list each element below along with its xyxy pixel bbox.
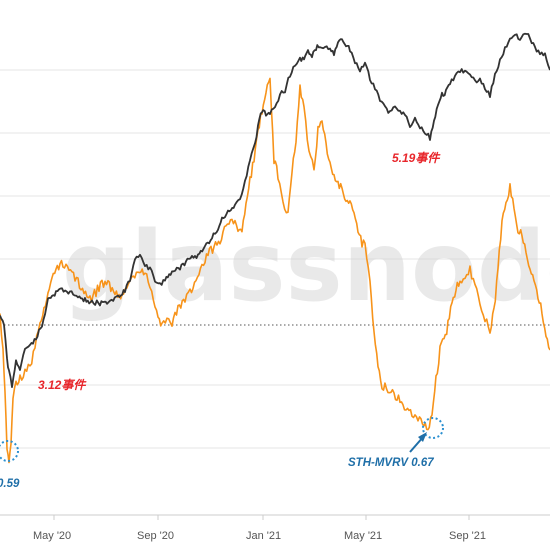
- x-tick-label: May '21: [344, 530, 382, 542]
- x-axis-ticks: [53, 515, 470, 520]
- watermark: glassnode: [62, 211, 550, 323]
- gridlines: [0, 69, 550, 449]
- x-tick-label: May '20: [33, 530, 71, 542]
- annotation-circle-0-59: [0, 440, 19, 462]
- x-tick-label: Sep '20: [137, 530, 174, 542]
- annotation-312-event: 3.12事件: [38, 378, 87, 392]
- series-sth-mvrv-line: [0, 77, 550, 464]
- x-tick-label: Sep '21: [449, 530, 486, 542]
- annotation-circle-0-67: [422, 417, 444, 439]
- annotation-sth-mvrv-067: STH-MVRV 0.67: [348, 457, 434, 469]
- series-price-line: [0, 32, 550, 388]
- annotation-519-event: 5.19事件: [392, 151, 441, 165]
- x-tick-label: Jan '21: [246, 530, 281, 542]
- annotation-059: 0.59: [0, 478, 20, 490]
- annotation-arrow: [409, 432, 427, 453]
